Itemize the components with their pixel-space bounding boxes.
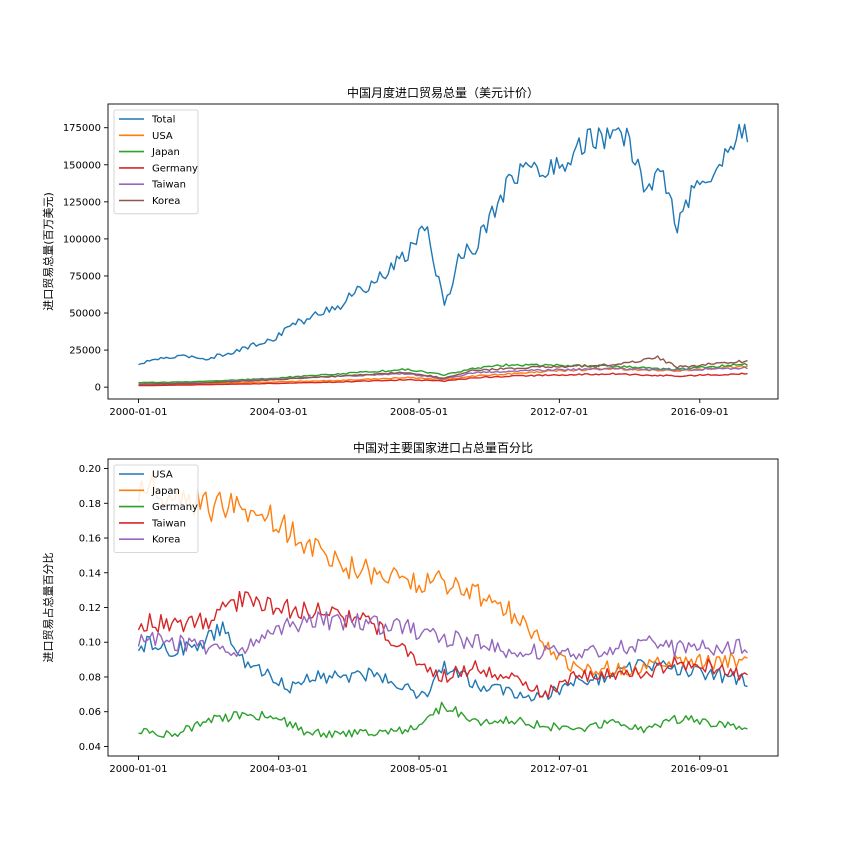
series-line-korea xyxy=(137,611,749,660)
plot-frame xyxy=(107,458,779,757)
y-tick-label: 0.06 xyxy=(79,707,101,718)
x-tick-label: 2016-09-01 xyxy=(671,407,729,418)
y-tick-label: 0 xyxy=(95,383,101,394)
y-tick-label: 150000 xyxy=(63,160,101,171)
x-tick-label: 2004-03-01 xyxy=(250,407,308,418)
legend-label-japan: Japan xyxy=(151,147,180,158)
x-tick-label: 2000-01-01 xyxy=(109,407,167,418)
x-tick-label: 2012-07-01 xyxy=(530,764,588,775)
y-tick-label: 50000 xyxy=(69,309,101,320)
y-tick-label: 0.14 xyxy=(79,568,101,579)
x-tick-label: 2012-07-01 xyxy=(530,407,588,418)
legend-label-total: Total xyxy=(151,115,175,126)
series-line-taiwan xyxy=(137,590,748,698)
series-line-germany xyxy=(138,701,748,739)
y-tick-label: 0.04 xyxy=(79,742,101,753)
series-line-germany xyxy=(138,372,748,387)
series-line-japan xyxy=(137,474,748,676)
series-line-taiwan xyxy=(138,366,748,385)
legend xyxy=(113,464,199,553)
legend-label-germany: Germany xyxy=(152,502,198,513)
legend-label-usa: USA xyxy=(152,131,173,142)
series-line-usa xyxy=(138,365,748,386)
legend-label-japan: Japan xyxy=(151,486,180,497)
y-axis-label: 进口贸易总量(百万美元) xyxy=(41,192,55,311)
y-tick-label: 0.08 xyxy=(79,672,101,683)
chart-title: 中国月度进口贸易总量（美元计价） xyxy=(347,85,539,100)
x-tick-label: 2008-05-01 xyxy=(390,764,448,775)
plot-frame xyxy=(107,103,779,400)
legend-label-taiwan: Taiwan xyxy=(151,518,186,529)
x-tick-label: 2008-05-01 xyxy=(390,407,448,418)
legend-label-korea: Korea xyxy=(152,196,180,207)
series-line-total xyxy=(138,123,749,366)
legend-label-korea: Korea xyxy=(152,535,180,546)
y-tick-label: 175000 xyxy=(63,123,101,134)
chart-title: 中国对主要国家进口占总量百分比 xyxy=(353,440,533,455)
series-line-japan xyxy=(138,362,748,384)
legend-label-germany: Germany xyxy=(152,163,198,174)
y-tick-label: 125000 xyxy=(63,197,101,208)
y-tick-label: 0.18 xyxy=(79,499,101,510)
legend-label-usa: USA xyxy=(152,470,173,481)
y-tick-label: 0.12 xyxy=(79,603,101,614)
y-tick-label: 0.20 xyxy=(79,464,101,475)
chart-import-share-by-country: 0.04 0.06 0.08 0.10 0.12 0.14 0.16 0.18 0.20 2000… xyxy=(41,440,779,775)
x-tick-label: 2016-09-01 xyxy=(671,764,729,775)
y-tick-label: 100000 xyxy=(63,234,101,245)
chart-monthly-import-total: 0 25000 50000 75000 100000 125000 150000 175000… xyxy=(41,85,779,418)
y-tick-label: 0.16 xyxy=(79,534,101,545)
x-tick-label: 2000-01-01 xyxy=(109,764,167,775)
series-line-usa xyxy=(137,621,748,702)
y-tick-label: 75000 xyxy=(69,271,101,282)
y-axis-label: 进口贸易占总量百分比 xyxy=(41,553,55,663)
y-tick-label: 25000 xyxy=(69,346,101,357)
series-line-korea xyxy=(138,355,748,385)
x-tick-label: 2004-03-01 xyxy=(250,764,308,775)
y-tick-label: 0.10 xyxy=(79,638,101,649)
legend-label-taiwan: Taiwan xyxy=(151,180,186,191)
